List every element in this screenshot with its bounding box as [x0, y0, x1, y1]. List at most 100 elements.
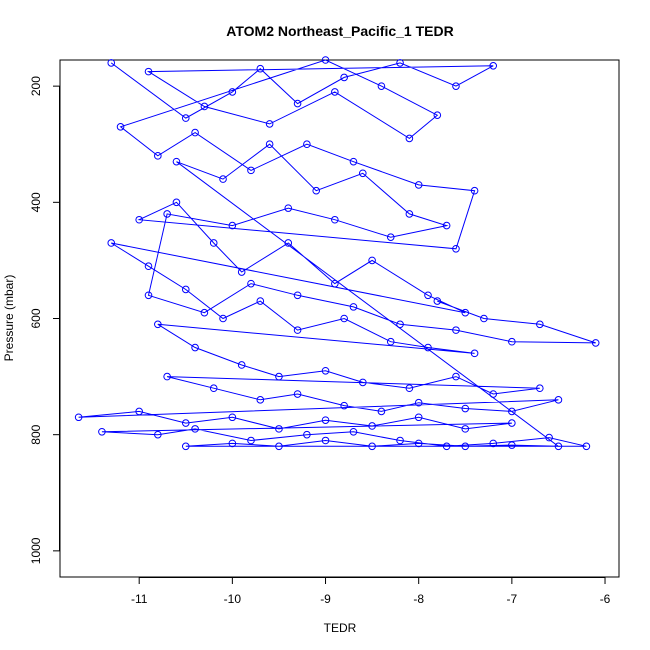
data-point [554, 442, 563, 451]
data-point [256, 64, 265, 73]
y-tick-label: 800 [29, 424, 43, 444]
data-point [536, 384, 544, 393]
data-point [219, 314, 227, 323]
data-point [414, 413, 423, 422]
x-tick-label: -9 [320, 592, 331, 606]
data-point [200, 308, 209, 317]
data-point [256, 297, 265, 305]
data-point [191, 425, 199, 433]
data-point [265, 140, 274, 149]
data-point [452, 82, 460, 90]
data-point [98, 427, 106, 436]
data-point [386, 337, 395, 346]
data-point [144, 291, 153, 300]
data-point [303, 140, 311, 149]
data-point [191, 343, 199, 352]
data-point [508, 337, 516, 346]
data-point [508, 441, 516, 449]
data-point [181, 114, 190, 122]
data-point [275, 372, 283, 381]
data-point [377, 82, 386, 90]
data-point [368, 442, 376, 451]
data-point [331, 215, 339, 224]
data-point [461, 404, 470, 413]
y-tick-label: 400 [29, 192, 43, 212]
data-point [405, 210, 414, 218]
plot-frame [59, 59, 620, 578]
data-point [433, 297, 442, 305]
data-point [116, 123, 125, 131]
data-point [181, 442, 190, 451]
data-point [349, 427, 358, 436]
data-point [396, 320, 404, 329]
data-point [545, 433, 553, 442]
data-point [340, 401, 348, 410]
data-point [349, 157, 358, 166]
data-point [275, 442, 283, 451]
series-line [78, 59, 596, 447]
data-point [247, 166, 255, 175]
data-point [461, 425, 470, 433]
data-point [228, 413, 237, 422]
data-point [107, 59, 116, 67]
data-point [358, 378, 367, 387]
data-point [321, 56, 330, 64]
data-point [256, 396, 265, 404]
data-point [470, 349, 479, 358]
data-point [107, 239, 116, 247]
data-point [340, 73, 348, 82]
series-layer [74, 56, 600, 451]
data-point [135, 407, 143, 416]
data-point [135, 215, 143, 224]
data-point [191, 128, 199, 137]
data-point [452, 372, 460, 381]
data-point [461, 308, 470, 317]
data-point [275, 425, 283, 433]
data-point [209, 384, 218, 393]
data-point [489, 62, 498, 70]
data-point [293, 99, 302, 108]
data-point [461, 442, 470, 451]
data-point [154, 152, 162, 160]
data-point [247, 436, 255, 445]
data-point [331, 88, 339, 96]
data-point [349, 303, 358, 311]
data-point [368, 256, 376, 265]
x-tick-label: -10 [224, 592, 242, 606]
data-point [489, 439, 498, 448]
data-point [442, 442, 451, 451]
data-point [200, 102, 209, 111]
data-point [237, 361, 246, 369]
data-point [181, 419, 190, 427]
data-point [508, 407, 516, 416]
data-point [582, 442, 591, 451]
data-point [452, 326, 460, 334]
data-point [340, 314, 348, 323]
data-point [172, 157, 181, 166]
data-point [144, 262, 153, 271]
data-point [331, 279, 339, 288]
data-point [554, 396, 563, 404]
data-point [321, 416, 330, 424]
data-point [591, 339, 600, 347]
data-point [144, 67, 153, 76]
data-point [414, 398, 423, 407]
y-tick-label: 600 [29, 308, 43, 328]
data-point [247, 279, 255, 288]
data-point [284, 239, 293, 247]
data-point [405, 384, 414, 393]
data-point [209, 239, 218, 247]
data-point [321, 436, 330, 445]
chart-title: ATOM2 Northeast_Pacific_1 TEDR [226, 23, 453, 39]
data-point [536, 320, 544, 329]
data-point [237, 268, 246, 276]
data-point [163, 210, 171, 218]
y-axis-label: Pressure (mbar) [2, 275, 16, 362]
data-point [414, 439, 423, 448]
data-point [442, 221, 451, 230]
data-point [154, 430, 162, 439]
data-point [181, 285, 190, 294]
data-point [312, 186, 321, 195]
data-point [293, 291, 302, 300]
data-point [154, 320, 162, 329]
